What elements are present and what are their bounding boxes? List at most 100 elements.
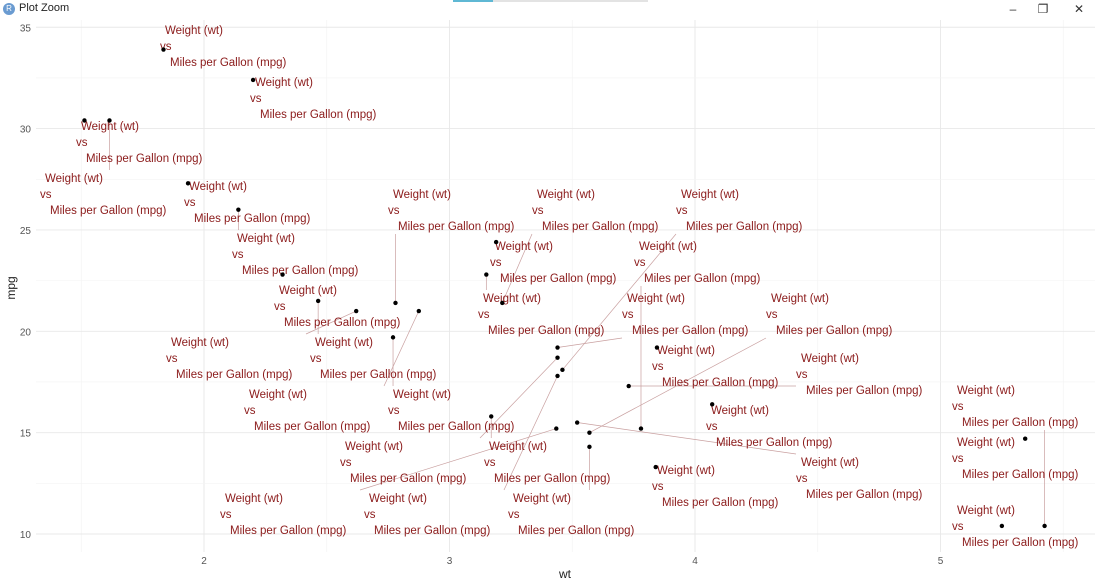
point-label-line: Miles per Gallon (mpg)	[632, 325, 748, 337]
point-label-line: vs	[166, 353, 178, 365]
point-label-line: Weight (wt)	[537, 189, 595, 201]
data-point	[393, 300, 398, 306]
point-label-line: Miles per Gallon (mpg)	[644, 273, 760, 285]
point-label-line: Miles per Gallon (mpg)	[686, 221, 802, 233]
restore-button[interactable]: ❐	[1037, 2, 1049, 16]
x-tick-label: 3	[447, 556, 453, 567]
point-label-line: vs	[952, 453, 964, 465]
point-label-line: vs	[676, 205, 688, 217]
point-label-line: Miles per Gallon (mpg)	[254, 421, 370, 433]
data-point	[709, 402, 715, 407]
point-label-line: Weight (wt)	[957, 505, 1015, 517]
point-label-line: Weight (wt)	[495, 241, 553, 253]
point-label-line: Weight (wt)	[255, 77, 313, 89]
title-bar: R Plot Zoom – ❐ ✕	[0, 0, 1100, 18]
data-point	[574, 420, 580, 425]
data-point	[280, 272, 285, 277]
data-point	[354, 308, 359, 314]
minimize-button[interactable]: –	[1009, 2, 1017, 16]
label-leader-line	[501, 233, 533, 304]
point-label-line: Miles per Gallon (mpg)	[500, 273, 616, 285]
point-label-line: Weight (wt)	[639, 241, 697, 253]
data-point	[654, 345, 660, 350]
point-label-line: vs	[250, 93, 262, 105]
r-logo-icon: R	[3, 3, 15, 15]
point-label-line: vs	[388, 205, 400, 217]
label-leader-line	[589, 337, 767, 433]
data-point	[315, 298, 321, 304]
point-label-line: Miles per Gallon (mpg)	[398, 221, 514, 233]
data-point	[107, 118, 112, 123]
point-label-line: vs	[364, 509, 376, 521]
data-point	[1042, 523, 1047, 529]
point-label-line: Weight (wt)	[171, 337, 229, 349]
close-button[interactable]: ✕	[1073, 2, 1085, 16]
data-point	[555, 373, 560, 379]
point-label-line: Weight (wt)	[189, 181, 247, 193]
label-leader-line	[577, 422, 797, 455]
label-leader-line	[557, 337, 623, 348]
x-axis-label: wt	[558, 567, 572, 581]
point-label-line: Miles per Gallon (mpg)	[194, 213, 310, 225]
point-label-line: Miles per Gallon (mpg)	[374, 525, 490, 537]
data-point	[560, 367, 565, 373]
point-label-line: vs	[706, 421, 718, 433]
point-label-line: Miles per Gallon (mpg)	[806, 489, 922, 501]
point-label-line: vs	[478, 309, 490, 321]
point-label-line: Miles per Gallon (mpg)	[776, 325, 892, 337]
data-point	[587, 444, 592, 450]
point-label-line: Weight (wt)	[657, 465, 715, 477]
point-label-line: Weight (wt)	[957, 437, 1015, 449]
point-label-line: vs	[220, 509, 232, 521]
point-label-line: vs	[310, 353, 322, 365]
data-point	[554, 426, 559, 431]
point-label-line: Weight (wt)	[165, 25, 223, 37]
y-axis-label: mpg	[4, 276, 18, 299]
label-leader-line	[305, 310, 357, 335]
point-label-line: Weight (wt)	[957, 385, 1015, 397]
point-label-line: Weight (wt)	[489, 441, 547, 453]
y-tick-label: 20	[20, 327, 32, 338]
point-label-line: Miles per Gallon (mpg)	[350, 473, 466, 485]
point-label-line: Weight (wt)	[711, 405, 769, 417]
data-point	[484, 272, 489, 277]
point-label-line: Miles per Gallon (mpg)	[260, 109, 376, 121]
point-label-line: vs	[484, 457, 496, 469]
point-label-line: vs	[622, 309, 634, 321]
data-point	[500, 300, 505, 306]
point-label-line: Miles per Gallon (mpg)	[662, 377, 778, 389]
point-label-line: Weight (wt)	[315, 337, 373, 349]
point-label-line: vs	[652, 481, 664, 493]
point-label-line: Miles per Gallon (mpg)	[518, 525, 634, 537]
point-label-line: vs	[952, 401, 964, 413]
data-point	[390, 335, 396, 340]
point-label-line: Weight (wt)	[681, 189, 739, 201]
point-label-line: Weight (wt)	[345, 441, 403, 453]
point-label-line: vs	[652, 361, 664, 373]
label-leader-line	[383, 310, 420, 387]
point-label-line: Miles per Gallon (mpg)	[320, 369, 436, 381]
data-point	[653, 464, 658, 470]
data-point	[587, 430, 592, 435]
data-point	[555, 355, 560, 360]
point-label-line: Weight (wt)	[483, 293, 541, 305]
point-label-line: Weight (wt)	[249, 389, 307, 401]
point-label-line: vs	[160, 41, 172, 53]
data-point	[999, 523, 1005, 529]
point-label-line: Weight (wt)	[627, 293, 685, 305]
point-label-line: Weight (wt)	[771, 293, 829, 305]
point-label-line: vs	[766, 309, 778, 321]
point-label-line: Weight (wt)	[237, 233, 295, 245]
point-label-line: Miles per Gallon (mpg)	[230, 525, 346, 537]
point-label-line: Weight (wt)	[279, 285, 337, 297]
label-leader-line	[359, 428, 557, 491]
point-label-line: vs	[490, 257, 502, 269]
point-label-line: Miles per Gallon (mpg)	[962, 469, 1078, 481]
point-label-line: Miles per Gallon (mpg)	[488, 325, 604, 337]
point-label-line: Miles per Gallon (mpg)	[176, 369, 292, 381]
data-point	[489, 414, 494, 419]
point-label-line: vs	[532, 205, 544, 217]
point-label-line: Miles per Gallon (mpg)	[284, 317, 400, 329]
point-label-line: vs	[508, 509, 520, 521]
active-tab-indicator	[453, 0, 493, 2]
